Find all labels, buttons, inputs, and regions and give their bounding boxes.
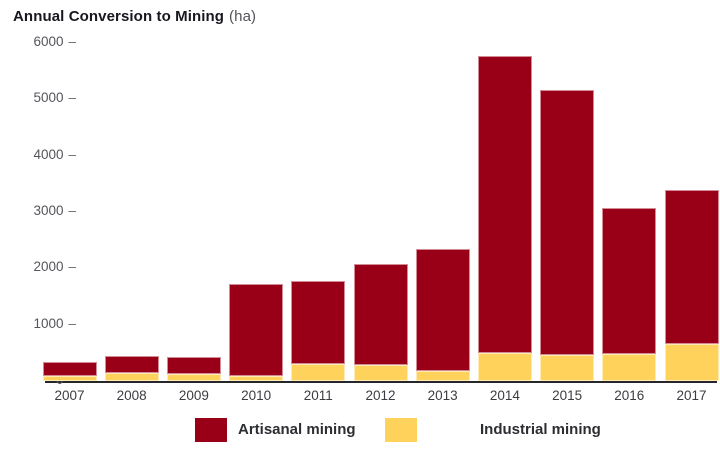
bar-2016 <box>602 208 657 381</box>
bar-2013-artisanal-segment <box>415 249 470 371</box>
y-tick-label: 2000– <box>0 259 76 275</box>
y-tick-value: 4000 <box>33 146 64 162</box>
x-tick-label-2011: 2011 <box>303 388 333 403</box>
x-tick-label-2007: 2007 <box>54 388 85 403</box>
legend-swatch-artisanal <box>195 418 227 442</box>
x-tick-label-2008: 2008 <box>116 388 147 403</box>
x-tick-label-2010: 2010 <box>241 388 272 403</box>
y-tick-value: 2000 <box>33 259 64 275</box>
bar-2007-artisanal-segment <box>42 362 97 376</box>
y-tick-dash: – <box>68 315 76 331</box>
bar-2009-artisanal-segment <box>166 357 221 374</box>
y-tick-label: 1000– <box>0 316 76 332</box>
bar-2014 <box>477 56 532 381</box>
y-tick-dash: – <box>68 259 76 275</box>
x-axis-line <box>45 381 717 383</box>
bar-2016-artisanal-segment <box>602 208 657 354</box>
y-tick-dash: – <box>68 203 76 218</box>
y-tick-dash: – <box>68 146 76 162</box>
legend-swatch-industrial <box>385 418 417 442</box>
x-tick-label-2017: 2017 <box>676 388 707 403</box>
bar-2007-industrial-segment <box>42 376 97 381</box>
x-tick-label-2014: 2014 <box>489 388 520 403</box>
legend-label-artisanal: Artisanal mining <box>238 421 356 438</box>
y-tick-label: 5000– <box>0 90 76 106</box>
bar-2010 <box>229 284 284 381</box>
legend-label-industrial: Industrial mining <box>480 421 601 438</box>
bar-2008 <box>104 356 159 381</box>
bar-2008-industrial-segment <box>104 373 159 381</box>
y-tick-label: 6000– <box>0 34 76 50</box>
bar-2017-artisanal-segment <box>664 190 719 344</box>
x-tick-label-2015: 2015 <box>552 388 583 403</box>
chart-title-text: Annual Conversion to Mining <box>13 8 225 25</box>
bar-2015 <box>540 90 595 381</box>
bar-2016-industrial-segment <box>602 354 657 381</box>
y-tick-value: 1000 <box>33 315 64 331</box>
bar-2015-artisanal-segment <box>540 90 595 355</box>
bar-2014-industrial-segment <box>477 353 532 381</box>
y-tick-value: 5000 <box>33 90 64 106</box>
chart-title: Annual Conversion to Mining (ha) <box>13 8 256 25</box>
x-tick-label-2009: 2009 <box>178 388 209 403</box>
bar-2007 <box>42 362 97 381</box>
x-tick-label-2016: 2016 <box>614 388 645 403</box>
y-tick-value: 3000 <box>33 203 64 218</box>
bar-2010-industrial-segment <box>229 376 284 381</box>
bar-2011-artisanal-segment <box>291 281 346 364</box>
bar-2012-industrial-segment <box>353 365 408 381</box>
bar-2008-artisanal-segment <box>104 356 159 373</box>
bar-2012-artisanal-segment <box>353 264 408 365</box>
bar-2013 <box>415 249 470 381</box>
y-tick-value: 6000 <box>33 34 64 49</box>
y-tick-dash: – <box>68 34 76 49</box>
bar-2010-artisanal-segment <box>229 284 284 376</box>
bar-2012 <box>353 264 408 381</box>
bar-2017 <box>664 190 719 381</box>
y-tick-dash: – <box>68 90 76 106</box>
bar-2009 <box>166 357 221 381</box>
bar-2014-artisanal-segment <box>477 56 532 353</box>
x-tick-label-2012: 2012 <box>365 388 396 403</box>
y-tick-label: 4000– <box>0 147 76 163</box>
bar-2013-industrial-segment <box>415 371 470 381</box>
bar-2015-industrial-segment <box>540 355 595 381</box>
x-tick-label-2013: 2013 <box>427 388 458 403</box>
bar-2009-industrial-segment <box>166 374 221 381</box>
bar-2011-industrial-segment <box>291 364 346 381</box>
chart-title-unit: (ha) <box>229 8 257 25</box>
bar-2017-industrial-segment <box>664 344 719 381</box>
y-tick-label: 3000– <box>0 203 76 219</box>
bar-2011 <box>291 281 346 381</box>
